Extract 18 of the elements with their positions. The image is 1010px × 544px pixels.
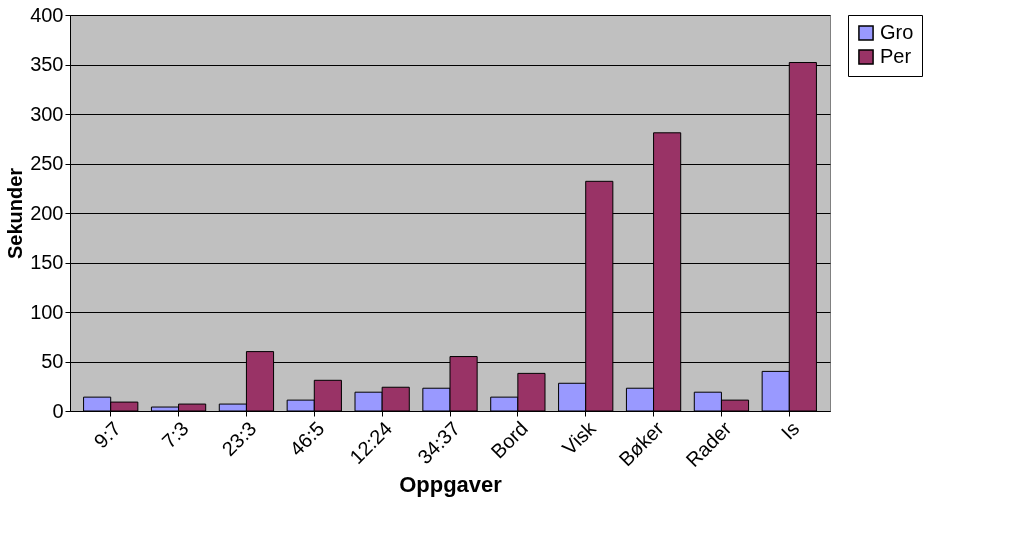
y-tick-label: 200 (30, 201, 64, 224)
y-tick-label: 350 (30, 53, 64, 75)
legend-label: Gro (880, 21, 914, 43)
x-tick-label: Is (776, 417, 804, 444)
y-tick-label: 400 (30, 3, 64, 26)
y-axis-title: Sekunder (4, 167, 27, 260)
y-tick-label: 300 (30, 102, 64, 125)
x-tick-label: Visk (557, 416, 601, 460)
legend-label: Per (880, 45, 912, 67)
x-tick-label: 46:5 (285, 417, 329, 461)
x-axis-title: Oppgaver (399, 472, 503, 498)
y-tick-label: 250 (30, 152, 64, 174)
x-tick-label: 9:7 (89, 417, 125, 453)
y-tick-label: 50 (41, 350, 64, 372)
y-tick-label: 0 (52, 399, 64, 422)
y-tick-label: 150 (30, 251, 64, 273)
x-tick-label: 7:3 (157, 417, 193, 453)
y-tick-label: 100 (30, 300, 64, 323)
